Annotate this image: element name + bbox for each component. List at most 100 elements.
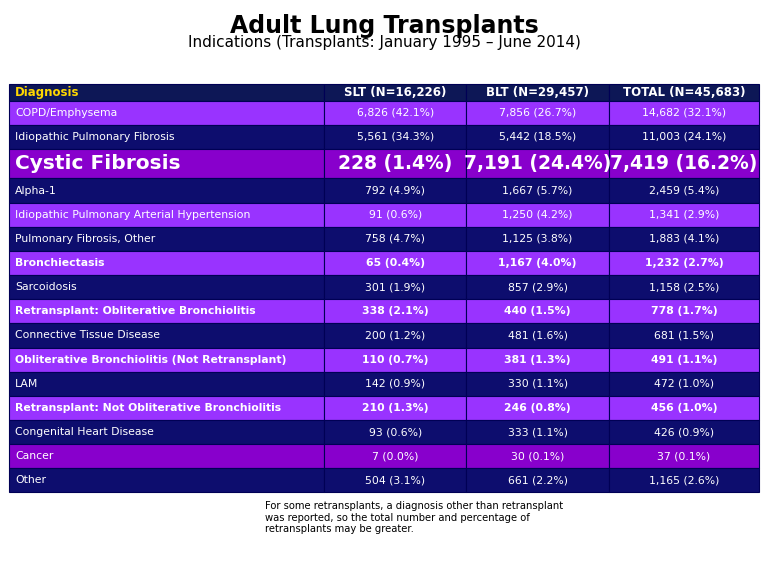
Text: Alpha-1: Alpha-1	[15, 185, 57, 195]
Text: 14,682 (32.1%): 14,682 (32.1%)	[642, 108, 726, 118]
Text: ISHLT • INTERNATIONAL SOCIETY FOR HEART AND LUNG TRANSPLANTATION: ISHLT • INTERNATIONAL SOCIETY FOR HEART …	[17, 559, 224, 564]
Bar	[466, 84, 609, 101]
Bar	[9, 179, 324, 203]
Text: 30 (0.1%): 30 (0.1%)	[511, 451, 564, 461]
Bar	[324, 251, 466, 275]
Text: 7,191 (24.4%): 7,191 (24.4%)	[464, 154, 611, 173]
Text: Obliterative Bronchiolitis (Not Retransplant): Obliterative Bronchiolitis (Not Retransp…	[15, 355, 286, 365]
Bar	[324, 203, 466, 227]
Bar	[9, 372, 324, 396]
Text: Cancer: Cancer	[15, 451, 54, 461]
Bar	[466, 420, 609, 444]
Text: Indications (Transplants: January 1995 – June 2014): Indications (Transplants: January 1995 –…	[187, 35, 581, 50]
Bar	[609, 396, 759, 420]
Bar	[609, 420, 759, 444]
Text: 142 (0.9%): 142 (0.9%)	[365, 379, 425, 389]
Bar	[466, 179, 609, 203]
Bar	[609, 468, 759, 492]
Text: 228 (1.4%): 228 (1.4%)	[338, 154, 452, 173]
Bar	[466, 227, 609, 251]
Text: Adult Lung Transplants: Adult Lung Transplants	[230, 14, 538, 39]
Text: Pulmonary Fibrosis, Other: Pulmonary Fibrosis, Other	[15, 234, 156, 244]
Text: 330 (1.1%): 330 (1.1%)	[508, 379, 568, 389]
Bar	[9, 347, 324, 372]
Bar	[9, 84, 324, 101]
Bar	[466, 125, 609, 149]
Bar	[609, 275, 759, 300]
Text: 681 (1.5%): 681 (1.5%)	[654, 331, 713, 340]
Text: 1,167 (4.0%): 1,167 (4.0%)	[498, 258, 577, 268]
Bar	[324, 396, 466, 420]
Text: 37 (0.1%): 37 (0.1%)	[657, 451, 710, 461]
Text: 792 (4.9%): 792 (4.9%)	[366, 185, 425, 195]
Text: Other: Other	[15, 475, 46, 486]
Text: 778 (1.7%): 778 (1.7%)	[650, 306, 717, 316]
Bar	[324, 275, 466, 300]
Text: 472 (1.0%): 472 (1.0%)	[654, 379, 714, 389]
Text: 7,856 (26.7%): 7,856 (26.7%)	[499, 108, 576, 118]
Text: Idiopathic Pulmonary Arterial Hypertension: Idiopathic Pulmonary Arterial Hypertensi…	[15, 210, 250, 219]
Bar	[9, 101, 324, 125]
Text: COPD/Emphysema: COPD/Emphysema	[15, 108, 118, 118]
Text: 65 (0.4%): 65 (0.4%)	[366, 258, 425, 268]
Bar	[609, 149, 759, 179]
Bar	[609, 84, 759, 101]
Text: Idiopathic Pulmonary Fibrosis: Idiopathic Pulmonary Fibrosis	[15, 132, 175, 142]
Bar	[609, 125, 759, 149]
Text: 333 (1.1%): 333 (1.1%)	[508, 427, 568, 437]
Bar	[324, 323, 466, 347]
Bar	[324, 227, 466, 251]
Text: Connective Tissue Disease: Connective Tissue Disease	[15, 331, 161, 340]
Text: Cystic Fibrosis: Cystic Fibrosis	[15, 154, 181, 173]
Bar	[9, 275, 324, 300]
Text: For some retransplants, a diagnosis other than retransplant
was reported, so the: For some retransplants, a diagnosis othe…	[265, 501, 563, 535]
Text: 200 (1.2%): 200 (1.2%)	[365, 331, 425, 340]
Text: 1,883 (4.1%): 1,883 (4.1%)	[649, 234, 719, 244]
Text: 210 (1.3%): 210 (1.3%)	[362, 403, 429, 413]
Bar	[324, 420, 466, 444]
Text: 110 (0.7%): 110 (0.7%)	[362, 355, 429, 365]
Text: Congenital Heart Disease: Congenital Heart Disease	[15, 427, 154, 437]
Bar	[609, 101, 759, 125]
Bar	[9, 444, 324, 468]
Text: 2,459 (5.4%): 2,459 (5.4%)	[649, 185, 719, 195]
Bar	[609, 203, 759, 227]
Bar	[466, 372, 609, 396]
Text: 1,341 (2.9%): 1,341 (2.9%)	[649, 210, 719, 219]
Bar	[324, 101, 466, 125]
Text: 93 (0.6%): 93 (0.6%)	[369, 427, 422, 437]
Text: 1,125 (3.8%): 1,125 (3.8%)	[502, 234, 573, 244]
Text: 456 (1.0%): 456 (1.0%)	[650, 403, 717, 413]
Text: LAM: LAM	[15, 379, 38, 389]
Bar	[609, 251, 759, 275]
Bar	[324, 149, 466, 179]
Bar	[466, 203, 609, 227]
Text: 426 (0.9%): 426 (0.9%)	[654, 427, 714, 437]
Text: Retransplant: Not Obliterative Bronchiolitis: Retransplant: Not Obliterative Bronchiol…	[15, 403, 282, 413]
Bar	[609, 300, 759, 323]
Text: 1,165 (2.6%): 1,165 (2.6%)	[649, 475, 719, 486]
Text: 301 (1.9%): 301 (1.9%)	[365, 282, 425, 292]
Text: Diagnosis: Diagnosis	[15, 86, 80, 98]
Text: 758 (4.7%): 758 (4.7%)	[366, 234, 425, 244]
Bar	[466, 251, 609, 275]
Bar	[9, 396, 324, 420]
Text: BLT (N=29,457): BLT (N=29,457)	[486, 86, 589, 98]
Bar	[324, 125, 466, 149]
Bar	[9, 300, 324, 323]
Bar	[609, 372, 759, 396]
Text: 1,250 (4.2%): 1,250 (4.2%)	[502, 210, 573, 219]
Bar	[324, 347, 466, 372]
Text: 857 (2.9%): 857 (2.9%)	[508, 282, 568, 292]
Bar	[9, 203, 324, 227]
Bar	[9, 420, 324, 444]
Bar	[324, 372, 466, 396]
Bar	[9, 125, 324, 149]
Text: Sarcoidosis: Sarcoidosis	[15, 282, 77, 292]
Text: 11,003 (24.1%): 11,003 (24.1%)	[641, 132, 726, 142]
Text: Bronchiectasis: Bronchiectasis	[15, 258, 105, 268]
Bar	[609, 227, 759, 251]
Bar	[9, 149, 324, 179]
Bar	[9, 323, 324, 347]
Bar	[466, 101, 609, 125]
